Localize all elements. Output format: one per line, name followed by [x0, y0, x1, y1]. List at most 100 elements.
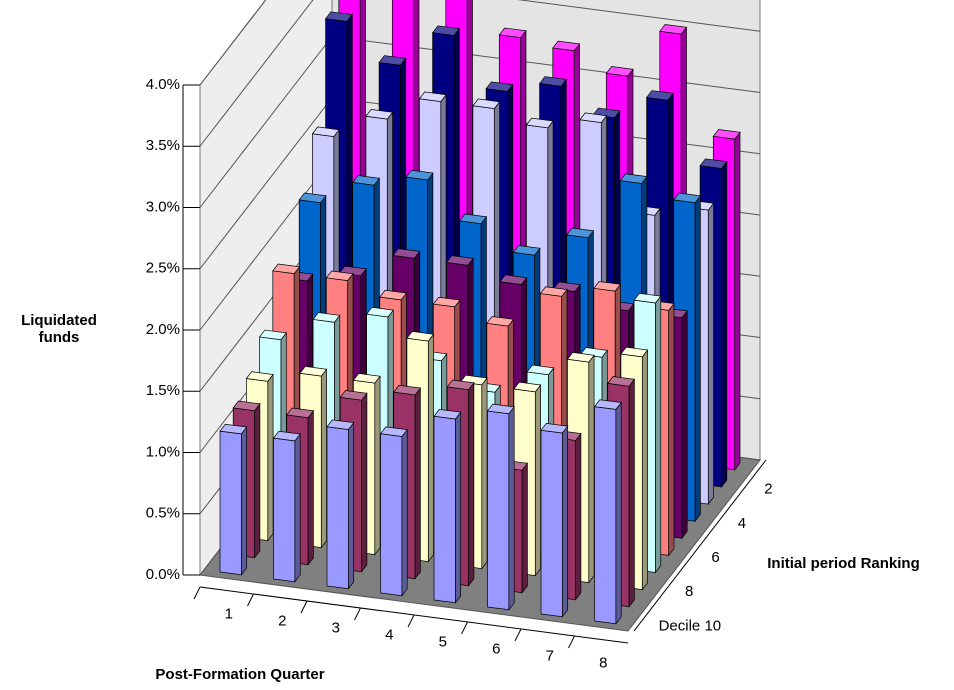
- bar-side: [374, 375, 381, 556]
- bar-top: [339, 390, 368, 401]
- bar-side: [307, 409, 314, 566]
- bar-side: [588, 354, 595, 584]
- bar-top: [645, 90, 674, 101]
- bar-top: [552, 40, 581, 52]
- x-tick-label: 5: [439, 633, 447, 650]
- x-tick-label: 3: [332, 619, 340, 636]
- bar: [326, 419, 355, 590]
- bar-top: [379, 426, 408, 437]
- bar-top: [593, 399, 622, 410]
- bar-top: [472, 98, 501, 109]
- x-tick-label: 2: [278, 612, 286, 629]
- bar-top: [699, 158, 728, 169]
- bar-top: [365, 306, 394, 318]
- y-tick-label: 2.0%: [146, 321, 180, 338]
- bar-top: [392, 248, 421, 259]
- bar-side: [468, 381, 475, 587]
- depth-tick-label: 8: [685, 583, 693, 600]
- bar-top: [526, 364, 555, 376]
- depth-tick-label: 4: [738, 515, 746, 532]
- grid-line: [199, 36, 333, 208]
- x-tick: [514, 628, 522, 642]
- y-tick-label: 3.0%: [146, 198, 180, 215]
- bar-top: [673, 192, 702, 204]
- bar-top: [712, 129, 741, 140]
- bar-side: [481, 376, 488, 570]
- bar-side: [655, 295, 662, 574]
- bar-side: [294, 433, 301, 583]
- bar-top: [540, 423, 569, 434]
- x-tick-label: 8: [599, 654, 607, 671]
- bar-top: [593, 281, 622, 292]
- bar-top: [539, 286, 568, 297]
- bar-side: [628, 378, 635, 608]
- bar-side: [361, 392, 368, 573]
- bar-top: [633, 292, 662, 304]
- bar-top: [431, 25, 460, 36]
- x-tick: [407, 614, 415, 628]
- bar-top: [272, 263, 301, 274]
- x-tick-label: 4: [385, 626, 393, 643]
- grid-line: [199, 158, 333, 331]
- bar-top: [566, 227, 595, 239]
- bar-side: [734, 131, 741, 471]
- bar-side: [575, 432, 582, 601]
- x-axis-title: Post-Formation Quarter: [155, 666, 325, 683]
- bar-top: [485, 81, 514, 92]
- bar-top: [659, 24, 688, 35]
- grid-line: [199, 97, 333, 270]
- bar-side: [427, 333, 434, 563]
- bar-side: [521, 462, 528, 594]
- bar-front: [219, 430, 242, 576]
- depth-tick-label: 2: [764, 481, 772, 498]
- bar-top: [446, 379, 475, 391]
- x-tick: [568, 635, 575, 649]
- y-tick-label: 4.0%: [146, 76, 180, 93]
- bar-top: [406, 331, 435, 342]
- bar-side: [254, 402, 261, 559]
- y-tick-label: 0.5%: [146, 505, 180, 522]
- bar-top: [620, 346, 649, 358]
- y-tick-label: 3.5%: [146, 137, 180, 154]
- bar-side: [455, 411, 462, 604]
- x-tick-label: 1: [225, 605, 233, 622]
- bar-top: [512, 245, 541, 256]
- bar-front: [540, 429, 563, 618]
- x-tick: [300, 600, 308, 614]
- bar-top: [379, 289, 408, 301]
- bar-front: [273, 437, 296, 583]
- bar-top: [486, 316, 515, 327]
- x-tick: [461, 621, 468, 635]
- bar-top: [607, 376, 636, 387]
- bar-top: [299, 366, 328, 377]
- depth-axis-title: Initial period Ranking: [767, 555, 920, 572]
- x-tick: [247, 593, 254, 607]
- bar-top: [418, 91, 447, 102]
- bar-top: [433, 409, 462, 420]
- bar-front: [594, 406, 617, 625]
- bar-side: [534, 383, 541, 577]
- grid-line: [199, 0, 267, 86]
- bar-top: [326, 419, 355, 430]
- bar-side: [562, 425, 569, 618]
- bar-top: [605, 66, 634, 77]
- y-axis-title: Liquidated funds: [21, 312, 97, 346]
- bar-top: [393, 384, 422, 396]
- bar-side: [401, 428, 408, 597]
- bar-top: [579, 112, 608, 123]
- bar-top: [486, 403, 515, 415]
- bar-top: [232, 400, 261, 412]
- y-tick-label: 1.0%: [146, 443, 180, 460]
- bar: [433, 409, 462, 604]
- bar-top: [324, 11, 353, 22]
- bar-top: [566, 352, 595, 363]
- bar-top: [219, 423, 248, 435]
- bar: [540, 423, 569, 618]
- bar-top: [258, 329, 287, 341]
- bar-top: [378, 55, 407, 66]
- bar-top: [459, 213, 488, 225]
- x-tick: [354, 607, 361, 621]
- bar-top: [311, 126, 340, 137]
- bar-top: [325, 270, 354, 281]
- bar-top: [352, 175, 381, 186]
